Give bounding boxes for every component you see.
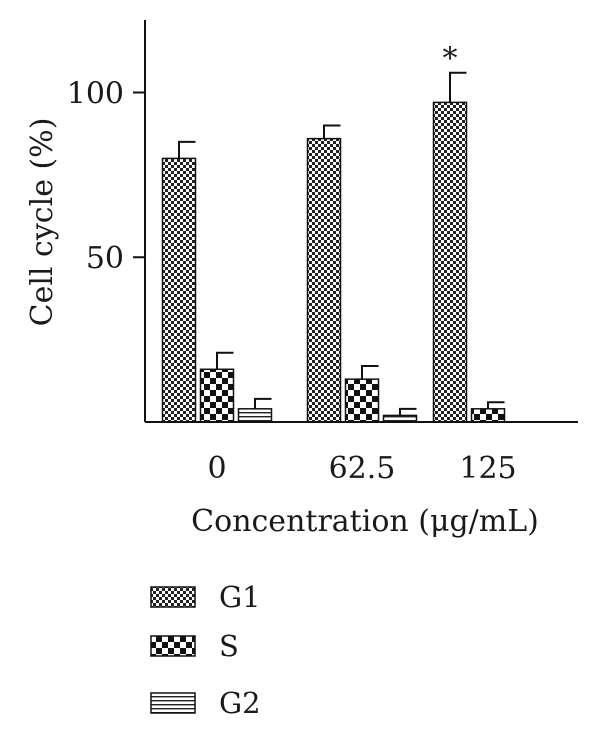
bar-g1-62.5 — [306, 137, 342, 423]
bar-g2-0 — [237, 408, 273, 423]
bar-s-125 — [470, 408, 506, 423]
y-tick-label: 50 — [86, 241, 124, 276]
x-tick-label: 125 — [459, 451, 516, 486]
legend-swatch-g2 — [150, 692, 196, 714]
significance-marker: * — [443, 42, 458, 77]
x-axis-label: Concentration (μg/mL) — [191, 504, 539, 539]
y-tick-label: 100 — [67, 76, 124, 111]
bar-s-62.5 — [344, 378, 380, 423]
bar-s-0 — [199, 368, 235, 423]
legend-swatch-s — [150, 635, 196, 657]
legend-label-g1: G1 — [219, 580, 261, 614]
legend: G1 S G2 — [150, 580, 261, 720]
legend-label-g2: G2 — [219, 686, 261, 720]
x-tick-label: 0 — [207, 451, 226, 486]
y-axis-label: Cell cycle (%) — [25, 118, 60, 327]
legend-label-s: S — [219, 629, 239, 663]
bar-g1-0 — [161, 157, 197, 423]
x-tick-label: 62.5 — [329, 451, 396, 486]
legend-swatch-g1 — [150, 586, 196, 608]
bar-g1-125 — [432, 101, 468, 423]
